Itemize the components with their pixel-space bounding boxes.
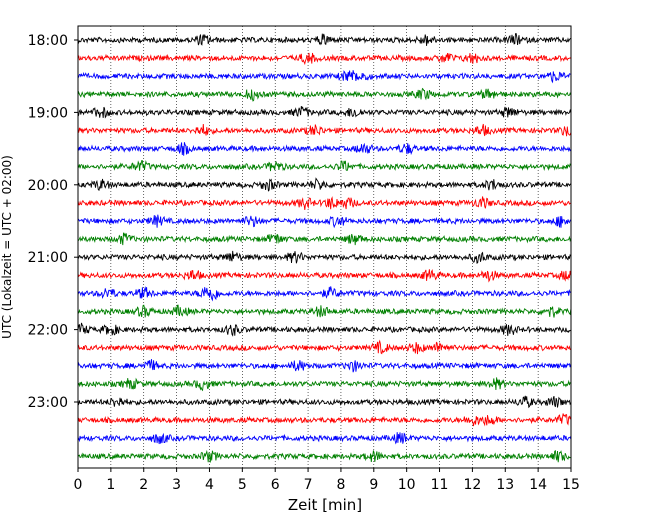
trace-1900 xyxy=(77,106,572,119)
trace-2330 xyxy=(77,432,572,445)
x-tick-label: 1 xyxy=(106,477,115,493)
x-tick-label: 3 xyxy=(172,477,181,493)
x-tick-label: 7 xyxy=(304,477,313,493)
y-axis-label: UTC (Lokalzeit = UTC + 02:00) xyxy=(0,155,14,339)
trace-2045 xyxy=(77,232,572,246)
trace-2200 xyxy=(77,322,572,337)
x-tick-label: 6 xyxy=(271,477,280,493)
x-tick-label: 12 xyxy=(463,477,481,493)
x-tick-label: 0 xyxy=(74,477,83,493)
trace-2115 xyxy=(77,268,572,283)
x-tick-label: 13 xyxy=(496,477,514,493)
y-tick-label: 22:00 xyxy=(28,323,68,339)
trace-2015 xyxy=(77,196,571,210)
trace-1930 xyxy=(77,142,572,156)
trace-2100 xyxy=(77,250,572,264)
trace-1830 xyxy=(77,70,571,84)
y-axis-ticks: 18:00 19:00 20:00 21:00 22:00 23:00 xyxy=(28,33,78,411)
trace-2145 xyxy=(78,304,572,318)
trace-2030 xyxy=(77,214,572,229)
x-axis-ticks: 0 1 2 3 4 5 6 7 8 9 10 11 12 13 14 15 xyxy=(74,468,580,493)
x-tick-label: 4 xyxy=(205,477,214,493)
x-tick-label: 15 xyxy=(562,477,580,493)
trace-2130 xyxy=(77,286,572,302)
trace-2230 xyxy=(77,359,572,373)
x-tick-label: 9 xyxy=(369,477,378,493)
trace-1915 xyxy=(77,123,572,137)
x-tick-label: 10 xyxy=(398,477,416,493)
trace-2245 xyxy=(77,377,571,392)
plot-frame xyxy=(77,25,572,469)
trace-1845 xyxy=(77,87,572,102)
trace-1800 xyxy=(77,33,572,46)
traces xyxy=(77,33,572,463)
trace-2215 xyxy=(77,339,571,355)
x-tick-label: 11 xyxy=(431,477,449,493)
x-axis-label: Zeit [min] xyxy=(288,496,362,514)
trace-2300 xyxy=(77,395,572,409)
trace-2315 xyxy=(77,413,572,427)
trace-2345 xyxy=(77,449,571,463)
y-tick-label: 19:00 xyxy=(28,105,68,121)
x-tick-label: 2 xyxy=(139,477,148,493)
y-tick-label: 23:00 xyxy=(28,395,68,411)
x-tick-label: 5 xyxy=(238,477,247,493)
y-tick-label: 18:00 xyxy=(28,33,68,49)
trace-1945 xyxy=(77,159,572,172)
trace-2000 xyxy=(77,177,572,192)
x-tick-label: 14 xyxy=(529,477,547,493)
x-tick-label: 8 xyxy=(336,477,345,493)
y-tick-label: 20:00 xyxy=(28,178,68,194)
y-tick-label: 21:00 xyxy=(28,250,68,266)
trace-1815 xyxy=(77,52,572,66)
